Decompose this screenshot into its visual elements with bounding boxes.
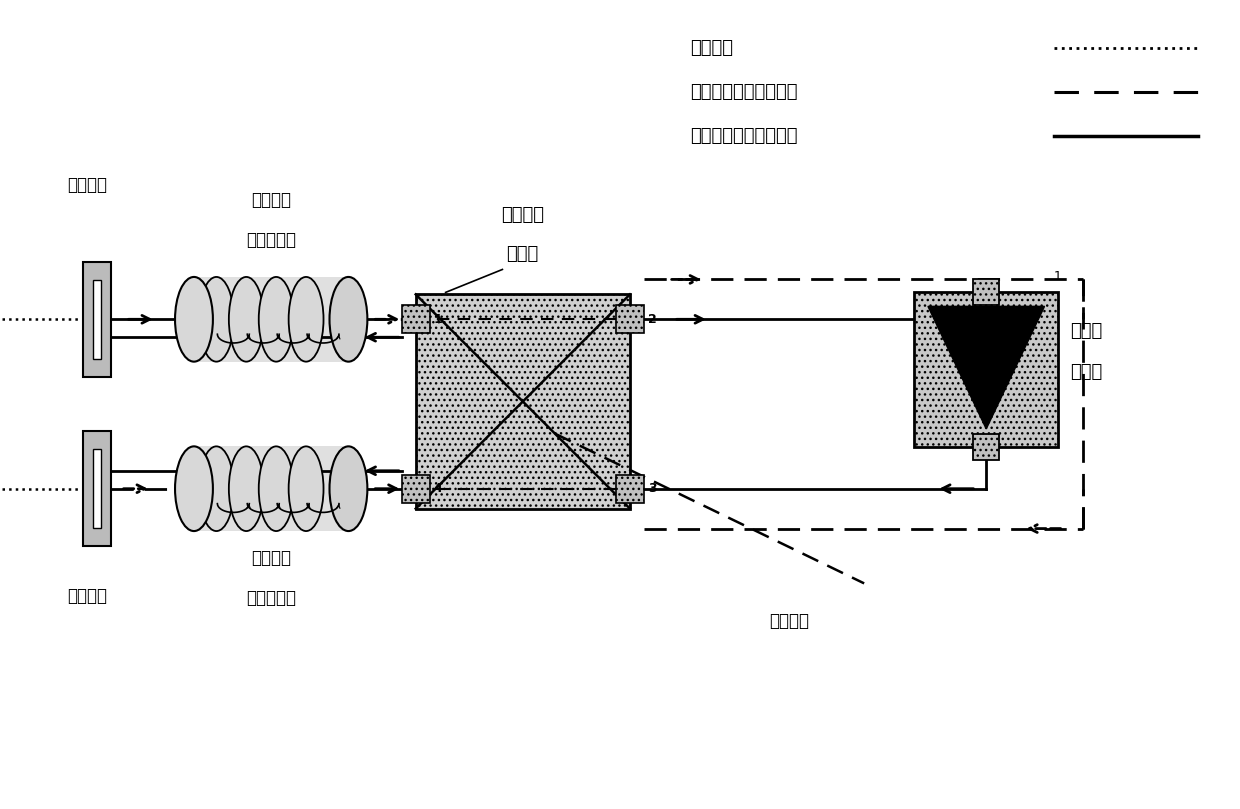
Text: 放大器: 放大器 xyxy=(1070,363,1102,382)
Bar xyxy=(415,294,630,509)
Text: 1: 1 xyxy=(1054,270,1061,283)
Bar xyxy=(83,431,110,546)
Ellipse shape xyxy=(330,277,367,362)
Bar xyxy=(193,447,348,531)
Polygon shape xyxy=(928,307,1044,429)
Text: 1: 1 xyxy=(434,313,443,326)
Text: 单向法拉: 单向法拉 xyxy=(252,549,291,567)
Bar xyxy=(973,434,999,460)
Bar xyxy=(616,475,644,502)
Bar xyxy=(914,292,1059,447)
Ellipse shape xyxy=(198,447,234,531)
Text: 平行于水平面的偏振光: 平行于水平面的偏振光 xyxy=(689,127,797,145)
Ellipse shape xyxy=(259,447,294,531)
Text: 第旋转器二: 第旋转器二 xyxy=(247,589,296,607)
Text: 光轴方向: 光轴方向 xyxy=(769,612,810,630)
Text: 双折射分: 双折射分 xyxy=(501,205,544,223)
Text: 起偏器二: 起偏器二 xyxy=(67,587,107,605)
Bar xyxy=(402,305,429,333)
Bar xyxy=(93,449,100,528)
Text: 单向法拉: 单向法拉 xyxy=(252,191,291,210)
Ellipse shape xyxy=(259,277,294,362)
Text: 第旋转器一: 第旋转器一 xyxy=(247,231,296,249)
Ellipse shape xyxy=(289,277,324,362)
Ellipse shape xyxy=(198,277,234,362)
Bar xyxy=(402,475,429,502)
Text: 起偏器一: 起偏器一 xyxy=(67,176,107,194)
Ellipse shape xyxy=(229,277,264,362)
Ellipse shape xyxy=(175,277,213,362)
Text: 3: 3 xyxy=(649,482,656,495)
Text: 束器件: 束器件 xyxy=(506,245,538,264)
Ellipse shape xyxy=(289,447,324,531)
Text: 非偏振光: 非偏振光 xyxy=(689,39,733,57)
Text: 单向光: 单向光 xyxy=(1070,322,1102,340)
Text: 垂直于水平面的偏振光: 垂直于水平面的偏振光 xyxy=(689,83,797,101)
Text: 4: 4 xyxy=(434,482,443,495)
Bar xyxy=(616,305,644,333)
Bar xyxy=(973,279,999,305)
Ellipse shape xyxy=(330,447,367,531)
Bar xyxy=(83,262,110,377)
Text: 2: 2 xyxy=(649,313,657,326)
Bar xyxy=(193,277,348,362)
Ellipse shape xyxy=(175,447,213,531)
Ellipse shape xyxy=(229,447,264,531)
Bar xyxy=(93,280,100,358)
